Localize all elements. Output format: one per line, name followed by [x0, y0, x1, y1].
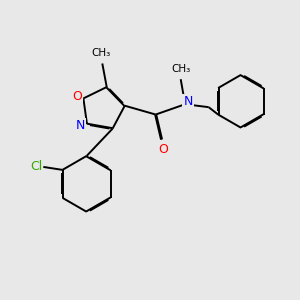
- Text: O: O: [158, 143, 168, 156]
- Text: CH₃: CH₃: [91, 48, 110, 58]
- Text: Cl: Cl: [30, 160, 42, 173]
- Text: N: N: [76, 119, 85, 132]
- Text: CH₃: CH₃: [171, 64, 190, 74]
- Text: N: N: [183, 95, 193, 108]
- Text: O: O: [72, 90, 82, 104]
